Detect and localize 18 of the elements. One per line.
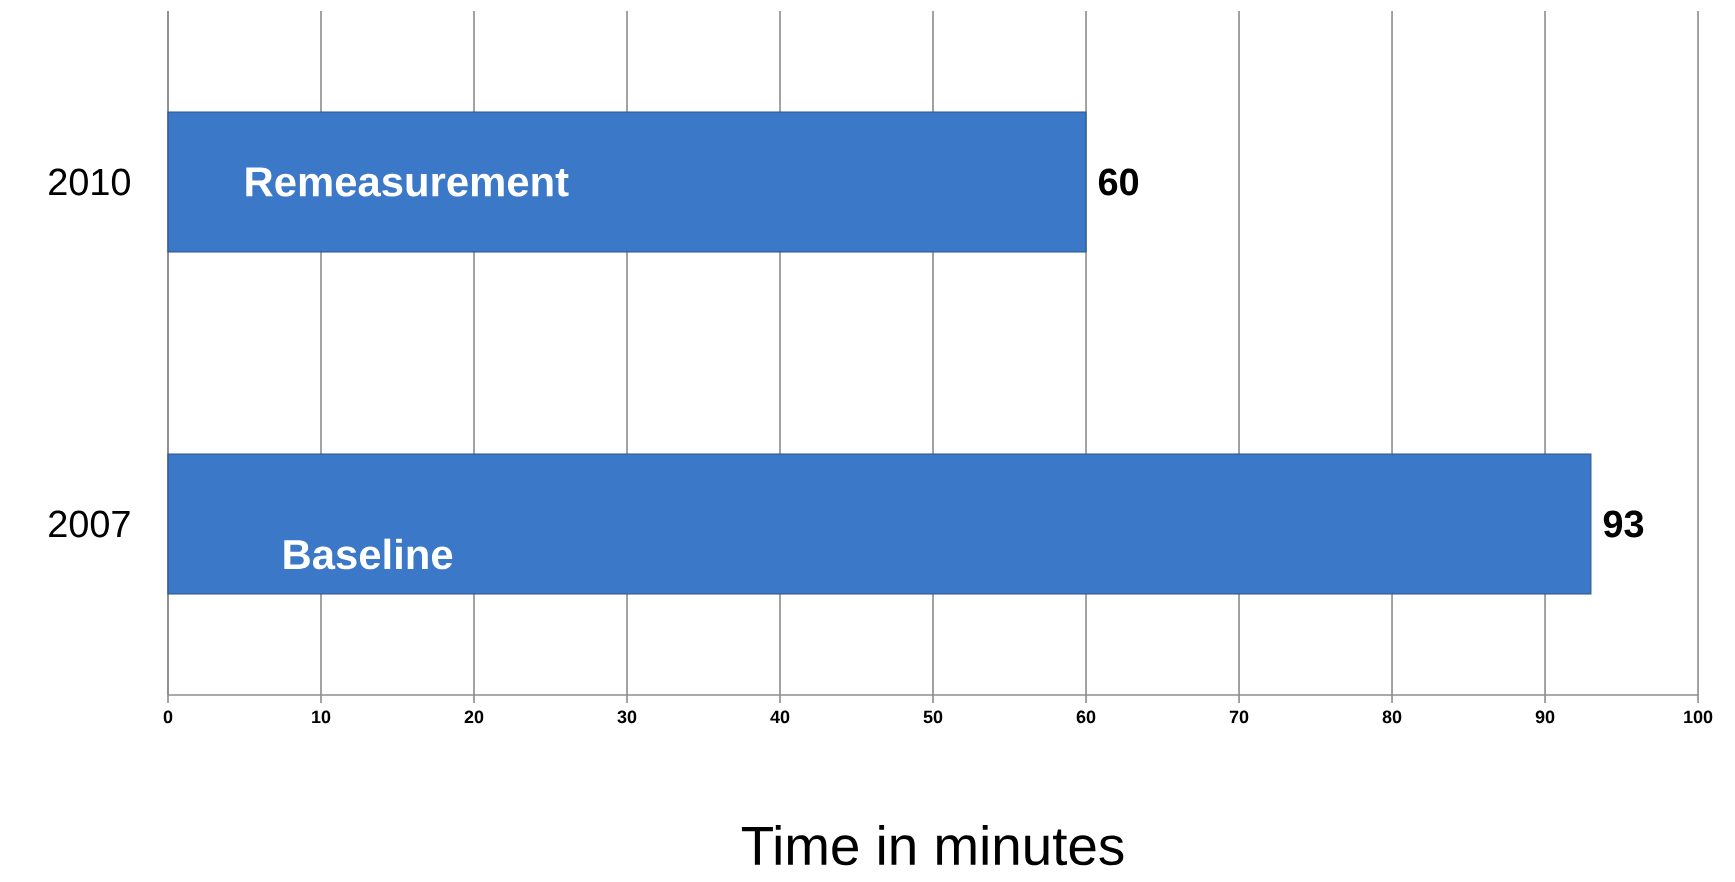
x-tick-label: 40: [770, 710, 790, 724]
annotation: Remeasurement: [246, 167, 569, 197]
x-tick-label: 30: [617, 710, 637, 724]
x-tick-label: 60: [1076, 710, 1096, 724]
x-tick-label: 100: [1684, 710, 1713, 724]
x-axis-title: Time in minutes: [741, 825, 1124, 866]
y-tick-label: 2007: [49, 510, 130, 538]
x-tick-label: 50: [923, 710, 943, 724]
x-tick-label: 70: [1229, 710, 1249, 724]
x-tick-label: 0: [163, 710, 173, 724]
x-tick-label: 80: [1382, 710, 1402, 724]
x-tick-label: 10: [312, 710, 331, 724]
data-label: 60: [1098, 168, 1139, 196]
y-tick-label: 2010: [49, 168, 130, 196]
x-tick-label: 20: [464, 710, 484, 724]
annotation: Baseline: [284, 538, 453, 570]
data-label: 93: [1603, 510, 1644, 538]
x-tick-label: 90: [1535, 710, 1555, 724]
